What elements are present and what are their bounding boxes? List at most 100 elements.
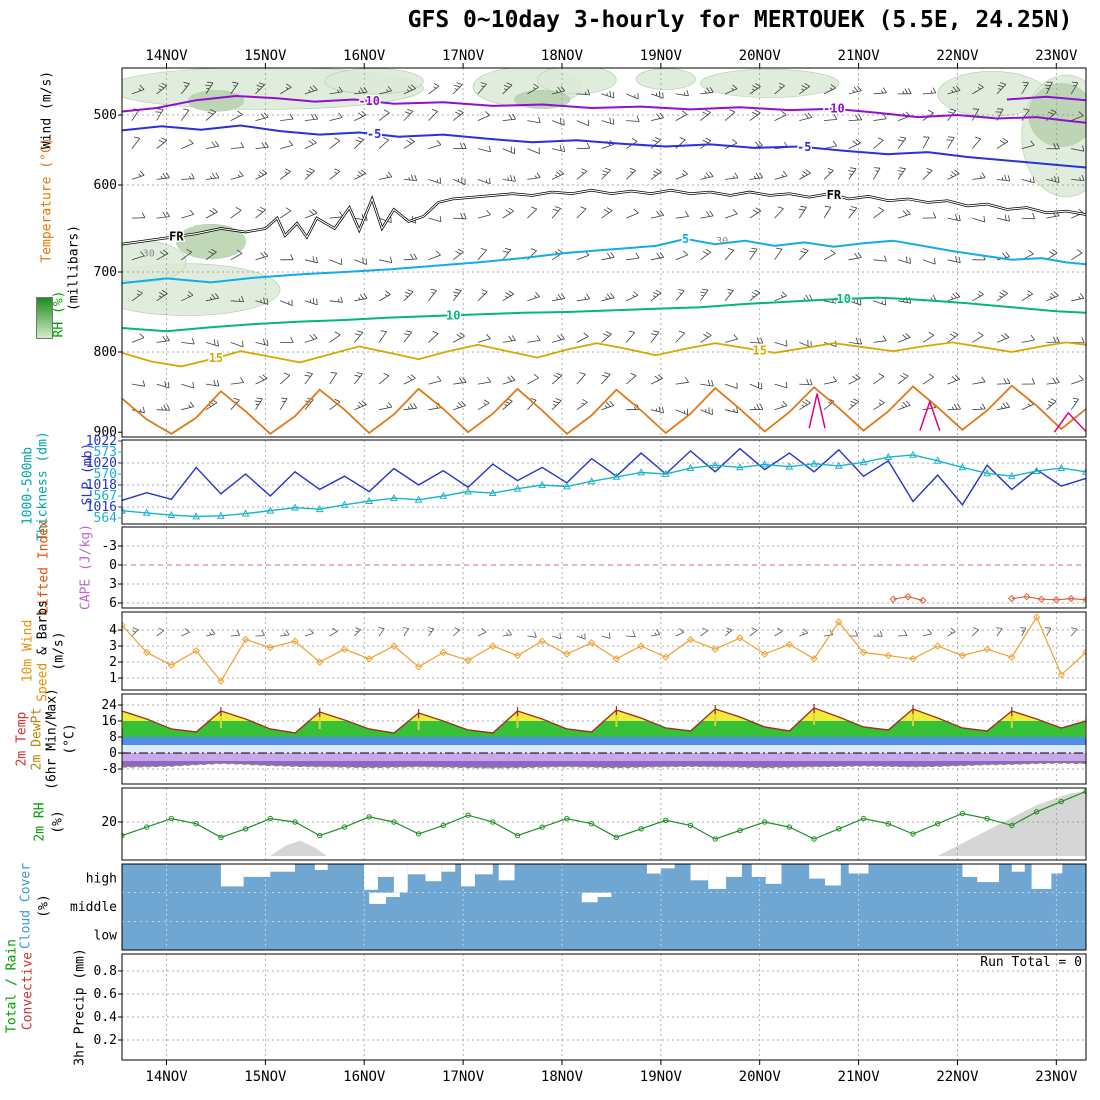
svg-text:900: 900: [94, 425, 117, 440]
high-cloud-bar: [220, 864, 244, 887]
contour-label-FR: FR: [827, 188, 842, 202]
svg-text:8: 8: [109, 730, 117, 745]
svg-text:low: low: [94, 929, 118, 944]
svg-text:1: 1: [109, 671, 117, 686]
svg-text:1022: 1022: [86, 434, 117, 449]
svg-text:573: 573: [94, 445, 117, 460]
date-label-bottom: 23NOV: [1035, 1069, 1078, 1085]
svg-text:1018: 1018: [86, 478, 117, 493]
high-cloud-bar: [1051, 864, 1063, 874]
date-label-top: 20NOV: [739, 48, 782, 64]
date-label-bottom: 16NOV: [343, 1069, 386, 1085]
rh-shading-blob: [537, 68, 617, 95]
millibars-axis-label: (millibars): [66, 224, 82, 312]
lifted-index-line: [893, 596, 924, 602]
contour-label--10: -10: [358, 94, 380, 108]
contour-label-10: 10: [446, 308, 460, 322]
contour-label-10: 10: [837, 292, 851, 306]
high-cloud-bar: [393, 864, 408, 893]
svg-text:0.8: 0.8: [94, 964, 117, 979]
rh-shading-blob: [700, 69, 840, 98]
contour--5: [122, 124, 1086, 169]
contour-20: [122, 384, 1086, 435]
high-cloud-bar: [647, 864, 661, 874]
high-cloud-bar: [765, 864, 782, 884]
high-cloud-bar: [425, 864, 442, 882]
date-label-top: 17NOV: [442, 48, 485, 64]
rh-colorbar: [36, 297, 53, 339]
high-cloud-bar: [1011, 864, 1025, 872]
middle-cloud-bar: [597, 892, 612, 897]
contour-label--10: -10: [823, 102, 845, 116]
date-label-top: 14NOV: [145, 48, 188, 64]
rh-contour-label: 30: [716, 236, 728, 247]
contour-label-15: 15: [752, 343, 766, 357]
wind10m-axis-label-line1: 10m Wind: [20, 619, 36, 683]
high-cloud-bar: [1031, 864, 1052, 889]
panel-frame-p7: [121, 863, 1087, 951]
date-label-bottom: 14NOV: [145, 1069, 188, 1085]
temperature-axis-label: Temperature (°C): [39, 137, 55, 263]
contour-label-5: 5: [682, 232, 689, 246]
svg-text:0.2: 0.2: [94, 1033, 117, 1048]
li-cape-panel: [122, 527, 1086, 608]
date-label-top: 22NOV: [936, 48, 979, 64]
date-label-top: 23NOV: [1035, 48, 1078, 64]
rh-shading-blob: [324, 68, 424, 95]
cape-axis-label: CAPE (J/kg): [78, 523, 94, 611]
rh2m-line: [122, 790, 1086, 840]
svg-text:567: 567: [94, 489, 117, 504]
date-label-bottom: 18NOV: [541, 1069, 584, 1085]
svg-text:1016: 1016: [86, 500, 117, 515]
middle-cloud-bar: [369, 892, 386, 904]
rh-axis-label: RH (%): [51, 290, 67, 338]
panel-frame-p5: [121, 693, 1087, 785]
date-label-top: 21NOV: [838, 48, 881, 64]
page-title: GFS 0~10day 3-hourly for MERTOUEK (5.5E,…: [407, 7, 1073, 33]
rh2m-axis-unit: (%): [50, 810, 66, 834]
high-cloud-bar: [848, 864, 869, 874]
run-total-note: Run Total = 0: [980, 955, 1082, 970]
high-cloud-bar: [498, 864, 515, 881]
thickness-line: [122, 454, 1086, 518]
svg-text:564: 564: [94, 511, 118, 526]
high-cloud-bar: [314, 864, 328, 870]
rh-shading-blob: [122, 263, 281, 316]
t2m-axis-label-line4: (°C): [62, 723, 78, 755]
svg-text:-8: -8: [101, 762, 117, 777]
middle-cloud-bar: [386, 892, 400, 897]
high-cloud-bar: [461, 864, 475, 887]
svg-text:600: 600: [94, 178, 117, 193]
svg-text:-3: -3: [101, 539, 117, 554]
contour-5: [122, 237, 1086, 285]
rh2m-axis-label: 2m RH: [32, 802, 48, 842]
svg-text:middle: middle: [70, 900, 117, 915]
slp-line: [122, 447, 1086, 506]
lifted-index-line: [1011, 596, 1086, 601]
panel-frame-p4: [121, 611, 1087, 691]
svg-text:20: 20: [101, 815, 117, 830]
high-cloud-bar: [475, 864, 493, 875]
svg-text:4: 4: [109, 623, 117, 638]
high-cloud-bar: [977, 864, 999, 883]
precip-axis-label: 3hr Precip (mm): [72, 948, 88, 1066]
precip-convective-label: Convective: [20, 951, 36, 1031]
date-label-bottom: 17NOV: [442, 1069, 485, 1085]
cloud-axis-unit: (%): [36, 894, 52, 918]
svg-text:0.4: 0.4: [94, 1010, 118, 1025]
t2m-line: [122, 707, 1086, 734]
contour-FR: [122, 188, 1086, 246]
contour-25: [1053, 411, 1086, 433]
panel-frame-p8: [121, 953, 1087, 1061]
svg-text:700: 700: [94, 265, 117, 280]
contour-label-FR: FR: [169, 230, 184, 244]
svg-text:16: 16: [101, 714, 117, 729]
contour-25: [808, 393, 826, 429]
date-label-bottom: 19NOV: [640, 1069, 683, 1085]
slp-thickness-panel: [122, 440, 1086, 524]
contour-label--5: -5: [797, 140, 811, 154]
rh2m-gray-area: [270, 840, 327, 856]
svg-text:high: high: [86, 871, 117, 886]
wind10m-axis-label-line2: Speed & Barbs: [35, 600, 51, 702]
